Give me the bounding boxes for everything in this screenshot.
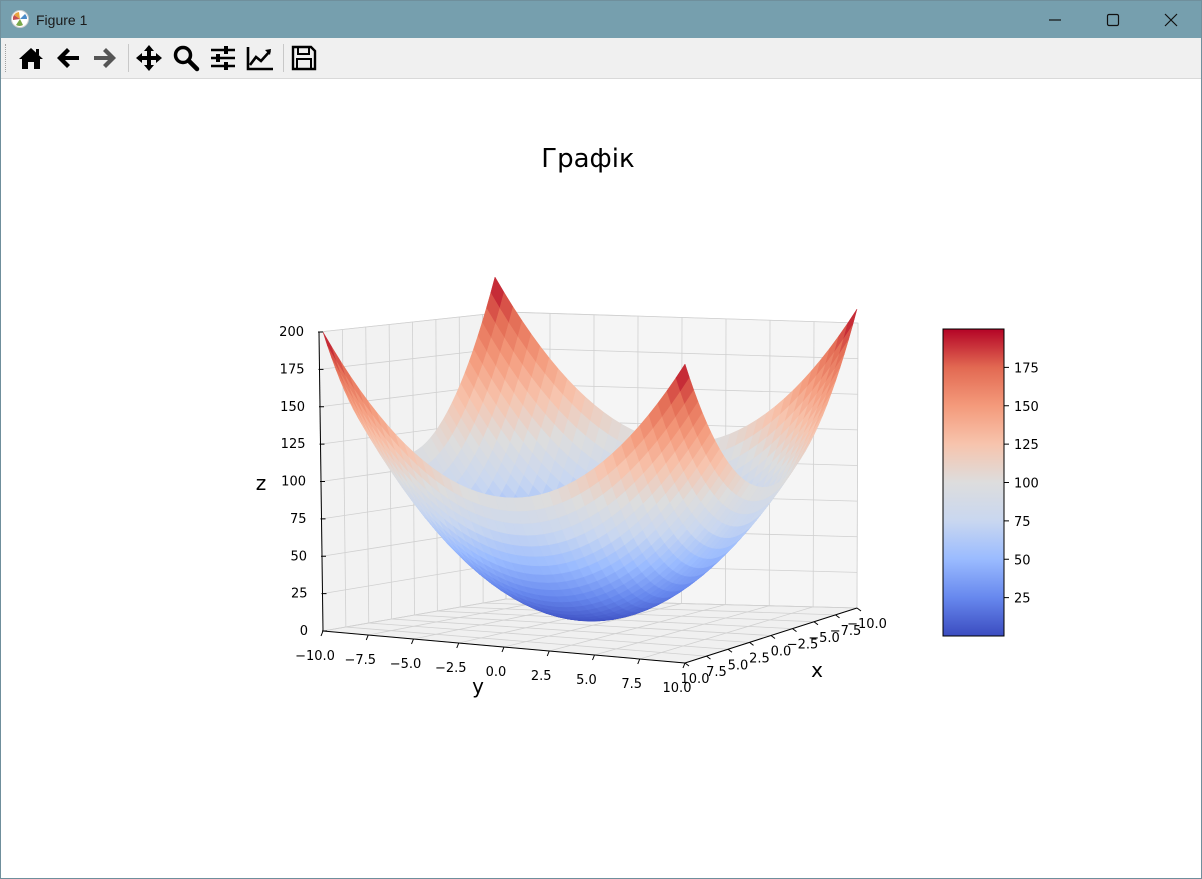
- x-tick-label: −7.5: [830, 624, 862, 639]
- matplotlib-icon: [11, 10, 29, 28]
- colorbar-tick-label: 175: [1014, 361, 1039, 376]
- colorbar-tick-label: 75: [1014, 515, 1031, 530]
- floppy-disk-icon: [291, 45, 317, 71]
- z-tick-label: 150: [280, 400, 305, 415]
- home-button[interactable]: [15, 42, 47, 74]
- x-tick-mark: [770, 635, 776, 639]
- y-tick-label: −10.0: [295, 649, 335, 664]
- x-tick-label: −2.5: [787, 638, 819, 653]
- toolbar-grip[interactable]: [5, 44, 9, 72]
- y-tick-mark: [365, 634, 369, 641]
- y-tick-label: −7.5: [344, 653, 376, 668]
- save-button[interactable]: [288, 42, 320, 74]
- move-icon: [136, 45, 162, 71]
- colorbar: [942, 328, 1005, 637]
- y-tick-label: 5.0: [576, 673, 597, 688]
- back-button[interactable]: [52, 42, 84, 74]
- y-tick-mark: [592, 654, 595, 661]
- home-icon: [19, 48, 43, 69]
- y-tick-label: 2.5: [531, 669, 552, 684]
- arrow-right-icon: [94, 48, 116, 68]
- close-icon: [1164, 13, 1178, 26]
- x-tick-mark: [684, 662, 690, 667]
- colorbar-tick-label: 25: [1014, 592, 1031, 607]
- y-tick-label: −5.0: [390, 657, 422, 672]
- zoom-button[interactable]: [170, 42, 202, 74]
- y-tick-mark: [456, 642, 460, 649]
- navigation-toolbar: [1, 38, 1201, 79]
- edit-axis-button[interactable]: [244, 42, 276, 74]
- window-title: Figure 1: [36, 12, 88, 28]
- grid-line-x: [388, 324, 750, 643]
- y-tick-mark: [411, 638, 414, 645]
- y-tick-mark: [682, 662, 686, 669]
- y-tick-mark: [637, 658, 641, 665]
- y-tick-label: 10.0: [663, 681, 692, 696]
- toolbar-separator: [283, 44, 284, 72]
- x-tick-label: 7.5: [706, 665, 727, 680]
- z-axis-ticks: 0 25 50 75 100 125 150 175 200: [279, 325, 327, 639]
- title-bar[interactable]: Figure 1: [1, 1, 1201, 38]
- x-tick-label: 0.0: [771, 645, 792, 660]
- x-tick-mark: [792, 628, 797, 633]
- minimize-button[interactable]: [1026, 1, 1084, 38]
- configure-subplots-button[interactable]: [207, 42, 239, 74]
- surface-mesh: [322, 276, 858, 622]
- x-axis-label: x: [811, 658, 823, 682]
- z-axis-label: z: [256, 471, 267, 495]
- y-tick-mark: [501, 646, 505, 653]
- sliders-icon: [211, 46, 235, 70]
- colorbar-tick-label: 125: [1014, 438, 1039, 453]
- x-tick-label: 10.0: [681, 672, 710, 687]
- x-tick-mark: [727, 648, 733, 653]
- z-tick-label: 200: [279, 325, 304, 340]
- y-tick-mark: [320, 630, 324, 637]
- maximize-button[interactable]: [1084, 1, 1142, 38]
- colorbar-tick-label: 50: [1014, 553, 1031, 568]
- x-tick-mark: [835, 614, 840, 619]
- z-tick-label: 75: [290, 512, 307, 527]
- x-tick-mark: [749, 641, 754, 646]
- figure-canvas[interactable]: Графік 0 25 50 75 100 125 150 175 200 z −10.0 −7.…: [1, 79, 1201, 878]
- y-tick-mark: [546, 650, 550, 657]
- x-tick-label: 2.5: [749, 651, 770, 666]
- forward-button[interactable]: [89, 42, 121, 74]
- magnifier-icon: [173, 45, 200, 72]
- y-tick-label: −2.5: [435, 661, 467, 676]
- y-tick-label: 7.5: [621, 677, 642, 692]
- z-tick-label: 25: [291, 587, 308, 602]
- x-tick-label: 5.0: [728, 658, 749, 673]
- z-tick-label: 100: [281, 475, 306, 490]
- z-tick-label: 0: [300, 624, 308, 639]
- x-tick-mark: [813, 621, 819, 626]
- y-axis-ticks: −10.0 −7.5 −5.0 −2.5 0.0 2.5 5.0 7.5 10.0: [295, 630, 692, 696]
- x-tick-mark: [706, 655, 711, 660]
- pan-button[interactable]: [133, 42, 165, 74]
- y-tick-label: 0.0: [486, 665, 507, 680]
- maximize-icon: [1106, 13, 1120, 26]
- minimize-icon: [1049, 18, 1061, 21]
- x-tick-label: −5.0: [808, 631, 840, 646]
- colorbar-tick-label: 100: [1014, 477, 1039, 492]
- colorbar-tick-label: 150: [1014, 400, 1039, 415]
- x-tick-mark: [856, 607, 862, 612]
- grid-line-x: [435, 319, 793, 630]
- chart-title: Графік: [541, 144, 634, 174]
- surface-facet: [675, 363, 690, 392]
- colorbar-ticks: 25 50 75 100 125 150 175: [1004, 361, 1039, 607]
- y-axis-label: y: [472, 674, 484, 698]
- grid-line-x: [341, 329, 707, 657]
- close-button[interactable]: [1142, 1, 1200, 38]
- arrow-left-icon: [57, 48, 79, 68]
- toolbar-separator: [128, 44, 129, 72]
- z-tick-label: 50: [290, 549, 307, 564]
- grid-line-x: [412, 321, 772, 636]
- z-tick-label: 125: [281, 437, 306, 452]
- x-tick-label: −10.0: [847, 617, 887, 632]
- z-tick-label: 175: [280, 362, 305, 377]
- chart-line-icon: [246, 47, 273, 71]
- x-axis-ticks: 10.07.5 5.0 2.5 0.0−2.5−5.0−7.5−10.0: [681, 607, 887, 687]
